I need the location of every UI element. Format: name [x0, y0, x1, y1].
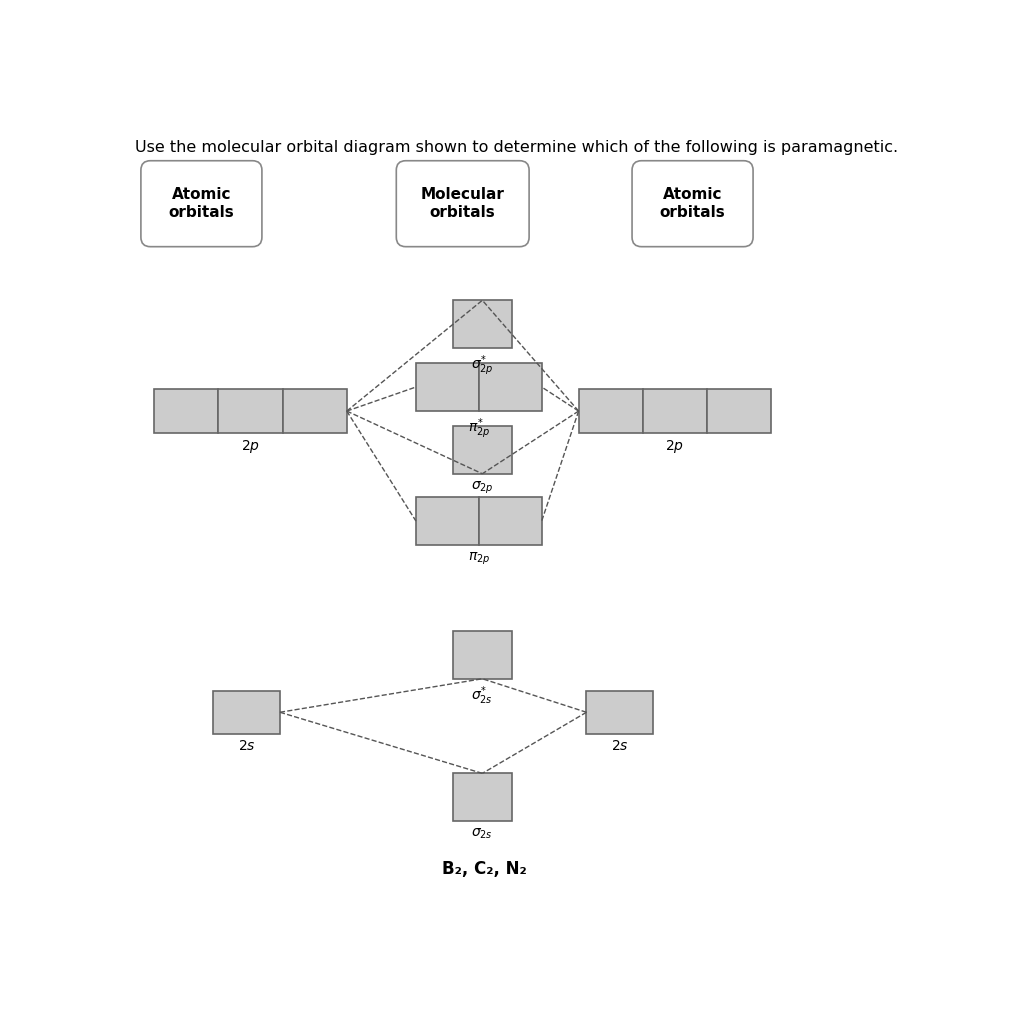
Bar	[453, 632, 512, 679]
Text: $\pi_{2p}^{*}$: $\pi_{2p}^{*}$	[467, 416, 490, 440]
Text: $\sigma_{2s}^{*}$: $\sigma_{2s}^{*}$	[472, 684, 493, 707]
Text: $2s$: $2s$	[611, 739, 629, 754]
Text: $\sigma_{2p}^{*}$: $\sigma_{2p}^{*}$	[470, 353, 494, 378]
FancyBboxPatch shape	[632, 161, 753, 247]
Bar	[579, 389, 643, 433]
Text: B₂, C₂, N₂: B₂, C₂, N₂	[442, 860, 526, 879]
Bar	[283, 389, 347, 433]
Text: Atomic
orbitals: Atomic orbitals	[660, 187, 725, 220]
Bar	[453, 426, 512, 474]
Bar	[586, 690, 653, 734]
Bar	[453, 300, 512, 347]
Text: Use the molecular orbital diagram shown to determine which of the following is p: Use the molecular orbital diagram shown …	[135, 140, 897, 156]
Bar	[707, 389, 771, 433]
Text: $2p$: $2p$	[241, 438, 260, 456]
Bar	[218, 389, 283, 433]
FancyBboxPatch shape	[396, 161, 529, 247]
Bar	[416, 364, 479, 411]
Bar	[479, 364, 541, 411]
Bar	[213, 690, 280, 734]
Text: $\sigma_{2p}$: $\sigma_{2p}$	[470, 479, 494, 496]
Text: $2s$: $2s$	[237, 739, 256, 754]
Bar	[643, 389, 707, 433]
Bar	[416, 498, 479, 545]
Text: $\pi_{2p}$: $\pi_{2p}$	[467, 550, 490, 566]
Text: Molecular
orbitals: Molecular orbitals	[421, 187, 505, 220]
Text: $2p$: $2p$	[665, 438, 684, 456]
FancyBboxPatch shape	[141, 161, 262, 247]
Bar	[453, 773, 512, 820]
Bar	[154, 389, 218, 433]
Text: Atomic
orbitals: Atomic orbitals	[168, 187, 234, 220]
Text: $\sigma_{2s}$: $\sigma_{2s}$	[472, 826, 493, 841]
Bar	[479, 498, 541, 545]
